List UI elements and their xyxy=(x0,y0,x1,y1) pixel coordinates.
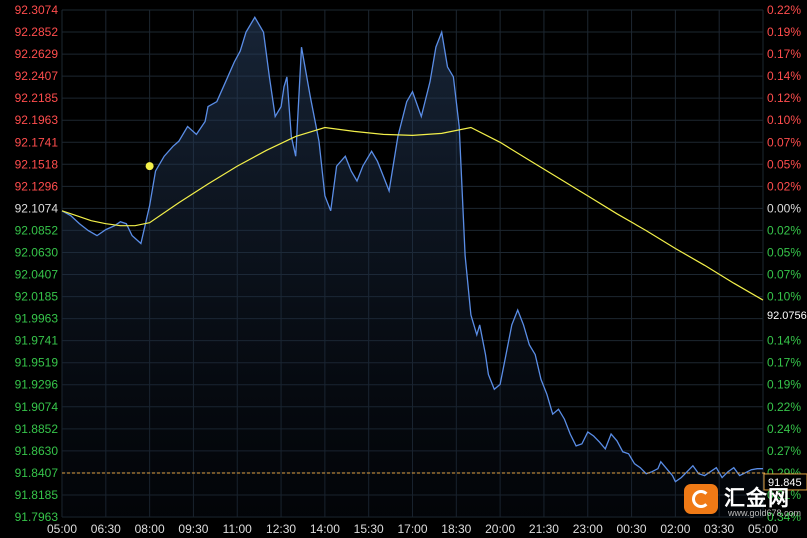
brand-name: 汇金网 xyxy=(724,486,790,510)
percent-tick-label: 0.34% xyxy=(767,510,801,524)
x-tick-label: 18:30 xyxy=(441,522,471,536)
x-tick-label: 03:30 xyxy=(704,522,734,536)
average-marker-dot xyxy=(145,162,154,171)
percent-tick-label: 0.22% xyxy=(767,3,801,17)
y-tick-label: 92.1963 xyxy=(15,113,59,127)
percent-tick-label: 0.31% xyxy=(767,488,801,502)
price-area-fill xyxy=(62,17,763,518)
x-tick-label: 06:30 xyxy=(91,522,121,536)
x-tick-label: 17:00 xyxy=(397,522,427,536)
percent-tick-label: 0.05% xyxy=(767,157,801,171)
percent-tick-label: 0.17% xyxy=(767,356,801,370)
percent-tick-label: 0.12% xyxy=(767,91,801,105)
percent-tick-label: 0.14% xyxy=(767,334,801,348)
percent-tick-label: 0.02% xyxy=(767,179,801,193)
y-tick-label: 92.0630 xyxy=(15,245,59,259)
y-axis-left: 92.3074 92.2852 92.2629 92.2407 92.2185 92.19… xyxy=(15,3,59,524)
x-tick-label: 14:00 xyxy=(310,522,340,536)
y-tick-label: 92.1296 xyxy=(15,179,59,193)
brand-url: www.gold678.com xyxy=(728,508,802,518)
last-price-tag: 91.845 xyxy=(768,477,802,489)
x-tick-label: 12:30 xyxy=(266,522,296,536)
percent-tick-label: 0.10% xyxy=(767,290,801,304)
value-tags: 92.0756 91.845 xyxy=(763,306,807,491)
x-tick-label: 23:00 xyxy=(573,522,603,536)
y-tick-label: 91.9519 xyxy=(15,356,59,370)
x-tick-label: 02:00 xyxy=(660,522,690,536)
y-tick-label: 91.8630 xyxy=(15,444,59,458)
y-tick-label: 92.1518 xyxy=(15,157,59,171)
y-tick-label: 92.1741 xyxy=(15,135,59,149)
percent-tick-label: 0.22% xyxy=(767,400,801,414)
percent-tick-label: 0.02% xyxy=(767,223,801,237)
y-tick-label: 92.3074 xyxy=(15,3,59,17)
y-tick-label: 91.8185 xyxy=(15,488,59,502)
percent-tick-label: 0.00% xyxy=(767,201,801,215)
x-tick-label: 05:00 xyxy=(748,522,778,536)
percent-tick-label: 0.27% xyxy=(767,444,801,458)
percent-tick-label: 0.10% xyxy=(767,113,801,127)
y-axis-right-percent: 0.22% 0.19% 0.17% 0.14% 0.12% 0.10% 0.07% 0.05%… xyxy=(767,3,801,524)
percent-tick-label: 0.07% xyxy=(767,268,801,282)
percent-tick-label: 0.19% xyxy=(767,25,801,39)
y-tick-label: 92.2852 xyxy=(15,25,59,39)
y-tick-label: 92.0407 xyxy=(15,268,59,282)
marker-layer xyxy=(145,162,154,171)
x-axis: 05:00 06:30 08:00 09:30 11:00 12:30 14:00 15:30… xyxy=(47,522,778,536)
y-tick-label: 91.9963 xyxy=(15,312,59,326)
y-tick-label: 92.2407 xyxy=(15,69,59,83)
percent-tick-label: 0.07% xyxy=(767,135,801,149)
y-tick-label: 92.2185 xyxy=(15,91,59,105)
percent-tick-label: 0.14% xyxy=(767,69,801,83)
last-price-tag-bg xyxy=(763,473,807,491)
price-line xyxy=(61,16,763,483)
percent-tick-label: 0.17% xyxy=(767,47,801,61)
y-tick-label: 92.1074 xyxy=(15,201,59,215)
price-area xyxy=(62,17,763,518)
x-tick-label: 00:30 xyxy=(617,522,647,536)
y-tick-label: 91.9296 xyxy=(15,378,59,392)
x-tick-label: 20:00 xyxy=(485,522,515,536)
y-tick-label: 92.0852 xyxy=(15,223,59,237)
y-tick-label: 91.7963 xyxy=(15,510,59,524)
x-tick-label: 09:30 xyxy=(178,522,208,536)
percent-tick-label: 0.05% xyxy=(767,245,801,259)
x-tick-label: 21:30 xyxy=(529,522,559,536)
avg-value-tag: 92.0756 xyxy=(767,310,807,322)
x-tick-label: 15:30 xyxy=(354,522,384,536)
y-tick-label: 91.8852 xyxy=(15,422,59,436)
series-lines xyxy=(61,16,764,483)
x-tick-label: 08:00 xyxy=(135,522,165,536)
y-tick-label: 91.8407 xyxy=(15,466,59,480)
x-tick-label: 05:00 xyxy=(47,522,77,536)
percent-tick-label: 0.24% xyxy=(767,422,801,436)
avg-value-tag-bg xyxy=(764,306,807,324)
average-line xyxy=(61,126,764,301)
y-tick-label: 91.9074 xyxy=(15,400,59,414)
percent-tick-label: 0.19% xyxy=(767,378,801,392)
y-tick-label: 92.2629 xyxy=(15,47,59,61)
x-tick-label: 11:00 xyxy=(223,522,252,536)
brand-logo-icon xyxy=(684,484,718,514)
y-tick-label: 91.9741 xyxy=(15,334,59,348)
brand-logo: 汇金网 www.gold678.com xyxy=(684,482,807,520)
y-tick-label: 92.0185 xyxy=(15,290,59,304)
